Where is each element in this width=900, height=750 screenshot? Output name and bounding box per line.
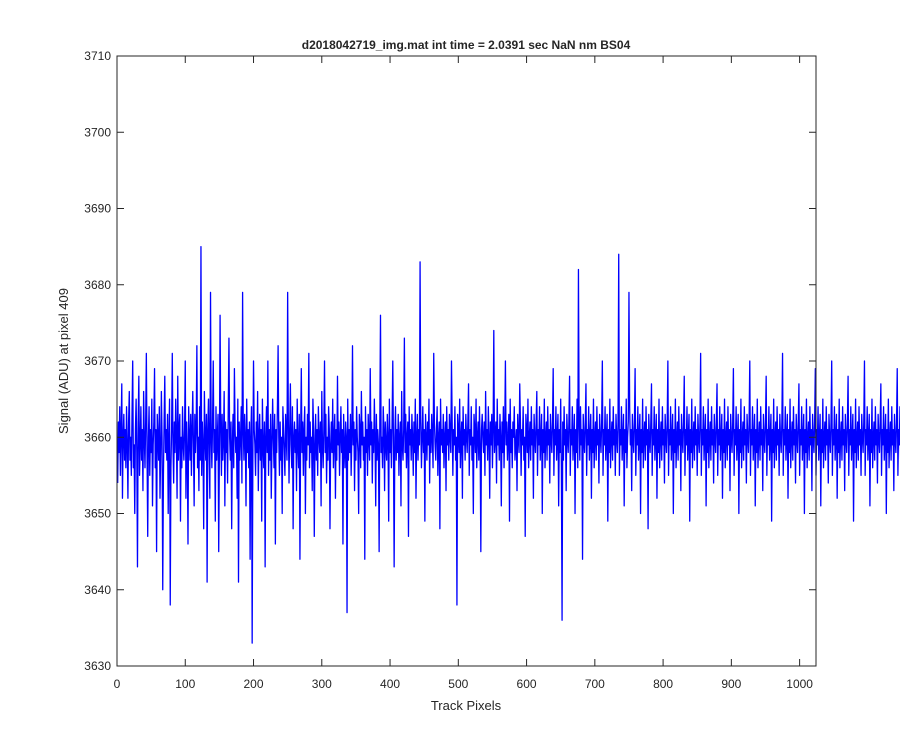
x-tick-label: 100 [175, 677, 195, 691]
x-tick-label: 200 [244, 677, 264, 691]
x-axis-label: Track Pixels [431, 698, 502, 713]
y-tick-label: 3650 [84, 507, 111, 521]
x-tick-label: 800 [653, 677, 673, 691]
data-series-layer [117, 245, 900, 644]
chart-title: d2018042719_img.mat int time = 2.0391 se… [302, 38, 631, 52]
x-tick-label: 500 [448, 677, 468, 691]
series-line-0 [117, 245, 900, 644]
x-tick-label: 0 [114, 677, 121, 691]
x-tick-label: 400 [380, 677, 400, 691]
x-tick-label: 700 [585, 677, 605, 691]
x-tick-label: 1000 [786, 677, 813, 691]
y-tick-label: 3710 [84, 49, 111, 63]
y-tick-label: 3690 [84, 202, 111, 216]
plot-area [117, 56, 816, 666]
y-axis-ticks: 3630 3640 3650 3660 3670 3680 3690 3700 3710 [84, 49, 816, 673]
y-tick-label: 3670 [84, 354, 111, 368]
x-axis-ticks: 0 100 200 300 400 500 600 700 800 900 1000 [114, 56, 813, 691]
y-tick-label: 3640 [84, 583, 111, 597]
y-tick-label: 3660 [84, 430, 111, 444]
x-tick-label: 300 [312, 677, 332, 691]
y-tick-label: 3630 [84, 659, 111, 673]
x-tick-label: 900 [721, 677, 741, 691]
x-tick-label: 600 [517, 677, 537, 691]
y-tick-label: 3680 [84, 278, 111, 292]
y-axis-label: Signal (ADU) at pixel 409 [56, 288, 71, 434]
y-tick-label: 3700 [84, 125, 111, 139]
